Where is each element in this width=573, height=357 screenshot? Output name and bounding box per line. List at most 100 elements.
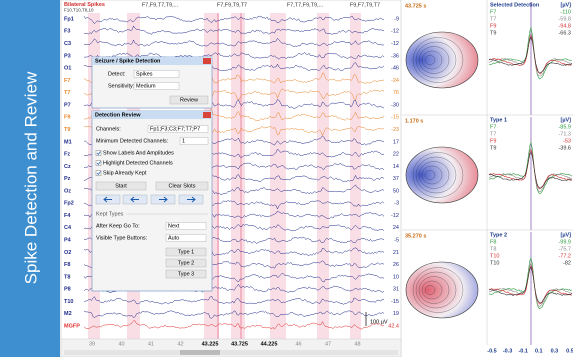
channel-amp: -59.8 xyxy=(558,16,571,22)
nav-arrow xyxy=(187,196,196,203)
dropdown-value: Next xyxy=(168,223,180,229)
button[interactable] xyxy=(95,181,147,191)
dropdown[interactable] xyxy=(133,70,180,78)
close-button[interactable] xyxy=(203,112,211,118)
average-trace xyxy=(488,32,572,77)
channel-value: -12 xyxy=(391,41,399,47)
checkbox[interactable] xyxy=(95,150,102,156)
button-label[interactable]: Type 2 xyxy=(178,260,195,266)
contour xyxy=(418,46,450,74)
button[interactable] xyxy=(165,258,207,268)
checkbox[interactable] xyxy=(95,170,102,176)
scroll-thumb[interactable] xyxy=(180,350,220,355)
contour xyxy=(424,285,436,295)
dropdown-value: Auto xyxy=(168,235,179,241)
contour xyxy=(415,271,457,309)
nav-arrow xyxy=(130,196,139,203)
axis-label: -0.1 xyxy=(518,348,527,354)
channel-label: T8 xyxy=(64,274,70,280)
channel-name: F8 xyxy=(490,239,496,245)
time-marker: 42 xyxy=(177,341,183,347)
average-trace xyxy=(488,36,573,74)
field-label: Detect: xyxy=(108,71,126,77)
time-marker: 43.225 xyxy=(202,341,219,347)
contour xyxy=(424,55,436,65)
panel-unit: [µV] xyxy=(560,117,571,123)
channel-amp: -77.2 xyxy=(558,253,571,259)
button[interactable] xyxy=(165,269,207,279)
eeg-trace xyxy=(83,310,385,319)
header-label: F7,F9,T9,T7 xyxy=(217,2,247,8)
channel-value: 19 xyxy=(393,311,399,317)
button-label[interactable]: Clear Slots xyxy=(169,183,196,189)
channel-value: 42.4 xyxy=(388,323,399,329)
channel-value: 10 xyxy=(393,274,399,280)
channel-amp: -53 xyxy=(563,138,571,144)
channel-label: F3 xyxy=(64,29,70,35)
channel-label: T9 xyxy=(64,127,70,133)
channel-value: 76 xyxy=(393,90,399,96)
detection-band xyxy=(317,13,329,339)
detection-band xyxy=(231,13,245,339)
dropdown-value: Fp1;F3;C3;F7;T7;P7 xyxy=(150,126,200,132)
channel-value: 21 xyxy=(393,250,399,256)
button-label[interactable]: Start xyxy=(115,183,127,189)
contour xyxy=(415,156,457,194)
check-mark xyxy=(96,171,101,176)
dropdown-value: 1 xyxy=(182,138,185,144)
channel-name: T8 xyxy=(490,246,496,252)
channel-label: P3 xyxy=(64,53,71,59)
dropdown[interactable] xyxy=(179,137,209,145)
average-trace xyxy=(488,26,572,80)
button[interactable] xyxy=(165,247,207,257)
dialog-title: Detection Review xyxy=(95,112,141,118)
eeg-trace xyxy=(83,320,385,330)
button-label[interactable]: Review xyxy=(180,97,198,103)
dropdown[interactable] xyxy=(133,82,180,90)
time-marker: 48 xyxy=(354,341,360,347)
channel-amp: -110 xyxy=(560,9,571,15)
button[interactable] xyxy=(155,181,209,191)
channel-value: -12 xyxy=(391,213,399,219)
channel-name: T10 xyxy=(490,253,499,259)
channel-name: T9 xyxy=(490,145,496,151)
dialog-title: Seizure / Spike Detection xyxy=(95,58,161,64)
channel-value: -36 xyxy=(391,53,399,59)
eeg-trace xyxy=(83,295,385,305)
checkbox-label: Skip Already Kept xyxy=(103,170,147,176)
channel-name: F7 xyxy=(490,9,496,15)
axis-label: 0.5 xyxy=(566,348,573,354)
channel-value: -30 xyxy=(391,102,399,108)
dropdown[interactable] xyxy=(165,222,207,230)
panel-title: Selected Detection xyxy=(490,2,540,8)
channel-value: -23 xyxy=(391,127,399,133)
channel-amp: -66.3 xyxy=(558,30,571,36)
contour xyxy=(412,37,464,83)
contour xyxy=(415,41,457,79)
close-button[interactable] xyxy=(203,58,211,64)
button[interactable] xyxy=(169,95,209,105)
checkbox[interactable] xyxy=(95,160,102,166)
scrollbar[interactable] xyxy=(64,350,398,355)
channel-label: M1 xyxy=(64,139,72,145)
channel-value: 31 xyxy=(393,287,399,293)
panel-title: Type 1 xyxy=(490,117,507,123)
time-marker: 46 xyxy=(295,341,301,347)
button-label[interactable]: Type 3 xyxy=(178,271,195,277)
sub-label: F10,T10,T8,10 xyxy=(64,8,94,13)
time-marker: 44.225 xyxy=(261,341,278,347)
field-label: After Keep Go To: xyxy=(96,223,140,229)
average-trace xyxy=(488,149,572,190)
button-label[interactable]: Type 1 xyxy=(178,249,195,255)
axis-label: 0.1 xyxy=(535,348,543,354)
field-label: Minimum Detected Channels: xyxy=(96,138,169,144)
header-label: F7,T7,F9,T9,... xyxy=(287,2,324,8)
channel-amp: -82 xyxy=(563,260,571,266)
field-label: Visible Type Buttons: xyxy=(96,235,148,241)
dropdown[interactable] xyxy=(165,234,207,242)
channel-label: MGFP xyxy=(64,323,80,329)
channel-label: Oz xyxy=(64,188,71,194)
channel-value: 22 xyxy=(393,152,399,158)
dropdown[interactable] xyxy=(147,125,209,133)
